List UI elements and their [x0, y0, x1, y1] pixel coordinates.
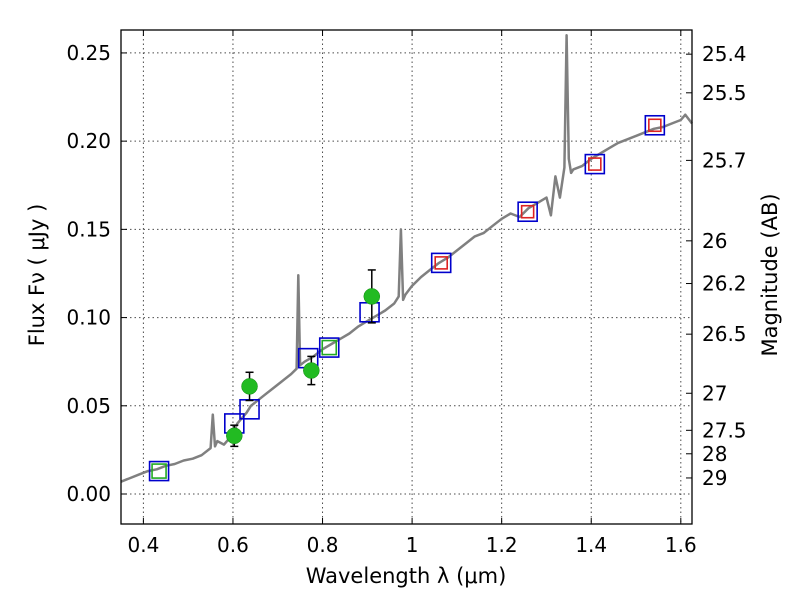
magnitude-tick-label: 25.4 [702, 42, 747, 66]
magnitude-tick-label: 27.5 [702, 418, 747, 442]
x-axis-label: Wavelength λ (μm) [306, 564, 507, 588]
grid [121, 30, 692, 524]
model-spectrum [120, 34, 693, 483]
x-tick-label: 1 [406, 533, 419, 557]
y-axis: 0.00 0.05 0.10 0.15 0.20 0.25 [66, 41, 127, 506]
magnitude-tick-label: 29 [702, 466, 727, 490]
x-tick-label: 1.4 [575, 533, 607, 557]
y-tick-label: 0.10 [66, 306, 111, 330]
x-tick-label: 0.4 [127, 533, 159, 557]
x-tick-label: 1.2 [486, 533, 518, 557]
square-marker [148, 460, 170, 482]
y-tick-label: 0.00 [66, 482, 111, 506]
magnitude-tick-label: 26 [702, 229, 727, 253]
square-marker [430, 252, 452, 274]
square-marker [151, 463, 167, 479]
y-tick-label: 0.25 [66, 41, 111, 65]
magnitude-tick-label: 27 [702, 381, 727, 405]
square-marker [520, 204, 535, 219]
magnitude-tick-label: 28 [702, 442, 727, 466]
square-marker [644, 114, 666, 136]
x-tick-label: 0.8 [307, 533, 339, 557]
x-axis: 0.4 0.6 0.8 1 1.2 1.4 1.6 [127, 30, 697, 557]
y-axis-label: Flux Fν ( μJy ) [25, 204, 49, 347]
square-marker [321, 339, 338, 356]
circle-marker [363, 288, 381, 305]
square-marker [318, 337, 340, 358]
magnitude-axis-label: Magnitude (AB) [758, 193, 782, 356]
y-tick-label: 0.20 [66, 129, 111, 153]
y-tick-label: 0.05 [66, 394, 111, 418]
circle-marker [303, 362, 320, 379]
square-marker [648, 118, 662, 133]
square-marker [584, 153, 606, 175]
circle-marker [226, 427, 243, 445]
photometry-points [148, 114, 666, 482]
x-tick-label: 0.6 [217, 533, 249, 557]
square-marker [517, 201, 538, 223]
magnitude-tick-label: 26.5 [702, 322, 747, 346]
magnitude-tick-label: 25.7 [702, 148, 747, 172]
magnitude-tick-label: 26.2 [702, 272, 747, 296]
y-tick-label: 0.15 [66, 217, 111, 241]
plot-frame [120, 29, 693, 525]
spectrum-line [120, 34, 693, 483]
circle-marker [241, 378, 258, 395]
x-tick-label: 1.6 [665, 533, 697, 557]
magnitude-tick-label: 25.5 [702, 81, 747, 105]
square-marker [588, 157, 602, 171]
square-marker [434, 256, 449, 270]
